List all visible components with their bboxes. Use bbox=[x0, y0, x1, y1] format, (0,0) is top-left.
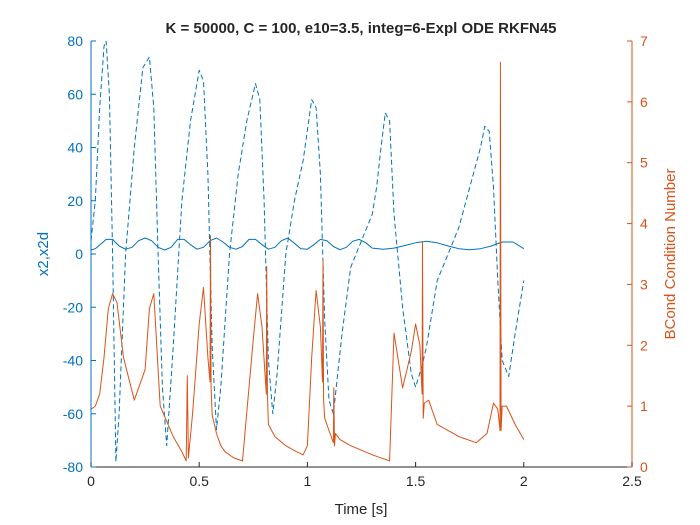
left-y-tick-label-1: -60 bbox=[63, 406, 83, 422]
right-y-axis-label: BCond Condition Number bbox=[662, 169, 679, 340]
right-y-tick-label-4: 4 bbox=[640, 216, 648, 232]
right-y-tick-label-6: 6 bbox=[640, 94, 648, 110]
x-tick-label-5: 2.5 bbox=[622, 473, 642, 489]
series-line-2 bbox=[91, 61, 525, 462]
left-y-axis-label: x2,x2d bbox=[35, 232, 52, 276]
x-tick-label-1: 0.5 bbox=[189, 473, 209, 489]
right-y-tick-label-1: 1 bbox=[640, 398, 648, 414]
series-group bbox=[91, 41, 525, 463]
chart-title: K = 50000, C = 100, e10=3.5, integ=6-Exp… bbox=[165, 20, 556, 37]
right-y-tick-label-2: 2 bbox=[640, 337, 648, 353]
x-tick-label-0: 0 bbox=[87, 473, 95, 489]
right-y-tick-label-7: 7 bbox=[640, 33, 648, 49]
left-y-tick-label-0: -80 bbox=[63, 459, 83, 475]
right-y-tick-label-5: 5 bbox=[640, 155, 648, 171]
right-y-tick-label-3: 3 bbox=[640, 276, 648, 292]
right-y-tick-label-0: 0 bbox=[640, 459, 648, 475]
series-line-0 bbox=[91, 237, 525, 251]
x-axis-label: Time [s] bbox=[335, 501, 388, 518]
left-y-tick-label-7: 60 bbox=[67, 86, 83, 102]
x-tick-label-2: 1 bbox=[304, 473, 312, 489]
x-tick-label-4: 2 bbox=[520, 473, 528, 489]
left-y-tick-label-3: -20 bbox=[63, 299, 83, 315]
plot-area: 0 0.5 1 1.5 2 2.5 -80 -60 -40 -20 0 20 40 60 80 0 1 2 3 4 5 6… bbox=[63, 33, 648, 489]
left-y-tick-label-2: -40 bbox=[63, 353, 83, 369]
series-line-1 bbox=[91, 41, 525, 463]
x-tick-label-3: 1.5 bbox=[406, 473, 426, 489]
left-y-tick-label-5: 20 bbox=[67, 193, 83, 209]
left-y-tick-label-4: 0 bbox=[75, 246, 83, 262]
left-y-tick-label-6: 40 bbox=[67, 140, 83, 156]
left-y-tick-label-8: 80 bbox=[67, 33, 83, 49]
